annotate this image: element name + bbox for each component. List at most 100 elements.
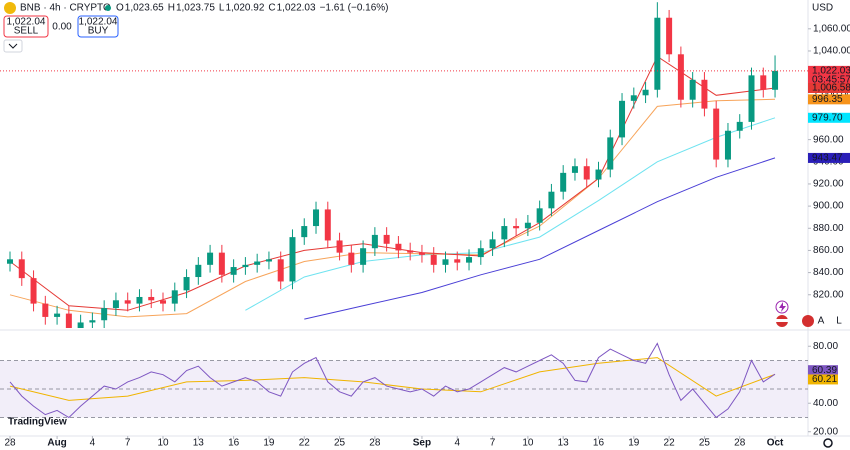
candle-body: [571, 166, 578, 173]
x-tick-label: 16: [228, 438, 240, 449]
candle-body: [101, 308, 108, 321]
ohlc-value: 1,023.65: [125, 3, 164, 14]
candle-body: [748, 75, 755, 122]
candle-body: [242, 264, 249, 268]
x-tick-label: 25: [699, 438, 711, 449]
x-tick-label: 13: [193, 438, 205, 449]
candle-body: [619, 100, 626, 138]
symbol-icon: [4, 2, 16, 14]
value-tag: [808, 374, 838, 385]
x-tick-label: 19: [628, 438, 640, 449]
y-tick-label: 1,040.00: [813, 46, 850, 57]
candle-body: [548, 191, 555, 209]
x-tick-label: 10: [157, 438, 169, 449]
rsi-pane: [0, 342, 808, 419]
moving-average: [304, 157, 776, 320]
symbol: BNB · 4h · CRYPTO: [20, 3, 111, 14]
price-tag: [808, 94, 850, 105]
y-tick-label: 20.00: [813, 426, 838, 437]
candle-body: [54, 313, 61, 317]
x-tick-label: 19: [263, 438, 275, 449]
sell-button[interactable]: [3, 15, 49, 38]
x-tick-label: Aug: [47, 438, 66, 449]
x-tick-label: 7: [490, 438, 496, 449]
y-tick-label: 880.00: [813, 223, 844, 234]
candle-body: [560, 172, 567, 192]
candle-body: [207, 252, 214, 265]
x-tick-label: 13: [558, 438, 570, 449]
candle-body: [466, 257, 473, 263]
status-dot: [105, 5, 111, 11]
y-tick-label: 820.00: [813, 289, 844, 300]
buy-label: BUY: [88, 26, 109, 37]
candle-body: [360, 248, 367, 265]
price-tag: [808, 83, 850, 94]
sell-label: SELL: [14, 26, 39, 37]
price-tag-label: 1,022.03: [812, 66, 850, 77]
axes: USD 820.00 840.00 860.00 880.00 900.00 920.00 9…: [4, 3, 850, 449]
candle-body: [489, 239, 496, 249]
value-tag-label: 60.39: [812, 365, 837, 376]
candle-body: [383, 234, 390, 244]
candle-body: [395, 243, 402, 251]
moving-average: [9, 98, 776, 318]
candle-body: [418, 252, 425, 255]
ohlc-label: O: [116, 3, 124, 14]
ohlc-label: H: [168, 3, 175, 14]
header: BNB · 4h · CRYPTO 1,022.04 SELL 0.00 1,0…: [3, 2, 389, 53]
candle-body: [148, 296, 155, 301]
x-tick-label: Oct: [767, 438, 784, 449]
x-tick-label: 28: [734, 438, 746, 449]
candle-body: [513, 226, 520, 229]
flag-icon[interactable]: [802, 315, 814, 327]
settings-icon[interactable]: [823, 438, 833, 448]
candle-body: [642, 89, 649, 96]
currency: USD: [812, 3, 833, 14]
rsi-line: [9, 342, 776, 419]
scale-log[interactable]: L: [836, 316, 842, 327]
candle-body: [324, 209, 331, 241]
x-tick-label: 22: [664, 438, 676, 449]
candle-body: [654, 17, 661, 90]
candle-body: [65, 313, 72, 328]
candle-body: [195, 264, 202, 278]
candle-body: [171, 290, 178, 304]
price-tag-label: 943.47: [812, 153, 843, 164]
candle-body: [301, 226, 308, 238]
candle-body: [124, 300, 131, 304]
candle-body: [760, 75, 767, 90]
buy-button[interactable]: [77, 15, 119, 38]
candle-body: [77, 322, 84, 328]
price-pane: [0, 2, 808, 328]
candle-body: [218, 252, 225, 275]
candle-body: [736, 121, 743, 131]
price-tag-label: 996.35: [812, 94, 843, 105]
collapse-button[interactable]: [3, 39, 23, 53]
moving-average: [9, 55, 776, 311]
candle-body: [348, 252, 355, 265]
ohlc-value: 1,022.03: [277, 3, 316, 14]
ohlc-value: 1,023.75: [176, 3, 215, 14]
candle-body: [160, 300, 167, 304]
x-tick-label: 25: [334, 438, 346, 449]
rsi-ma: [9, 357, 776, 401]
candle-body: [454, 259, 461, 263]
candle-body: [136, 296, 143, 304]
change: −1.61 (−0.16%): [320, 3, 389, 14]
candle-body: [265, 259, 272, 262]
candle-body: [289, 237, 296, 282]
candle-body: [313, 209, 320, 227]
ohlc-label: L: [219, 3, 225, 14]
x-tick-label: 28: [4, 438, 16, 449]
x-tick-label: 16: [593, 438, 605, 449]
price-tag: [808, 112, 850, 123]
x-tick-label: 22: [299, 438, 311, 449]
brand: TradingView: [8, 417, 67, 428]
scale-auto[interactable]: A: [818, 316, 825, 327]
countdown: 03:45:57: [812, 75, 850, 86]
candle-body: [7, 259, 14, 264]
candle-body: [230, 267, 237, 275]
price-tag-label: 979.70: [812, 112, 843, 123]
candle-body: [430, 254, 437, 265]
price-tag-label: 1,006.58: [812, 83, 850, 94]
